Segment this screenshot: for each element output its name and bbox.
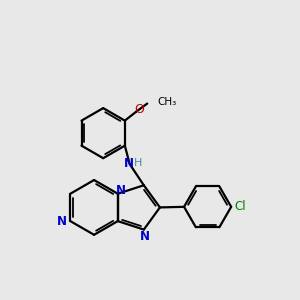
Text: CH₃: CH₃	[158, 97, 177, 107]
Text: N: N	[140, 230, 150, 243]
Text: N: N	[124, 157, 134, 170]
Text: H: H	[134, 158, 143, 168]
Text: Cl: Cl	[235, 200, 246, 213]
Text: O: O	[135, 103, 145, 116]
Text: N: N	[116, 184, 126, 197]
Text: N: N	[57, 214, 67, 228]
